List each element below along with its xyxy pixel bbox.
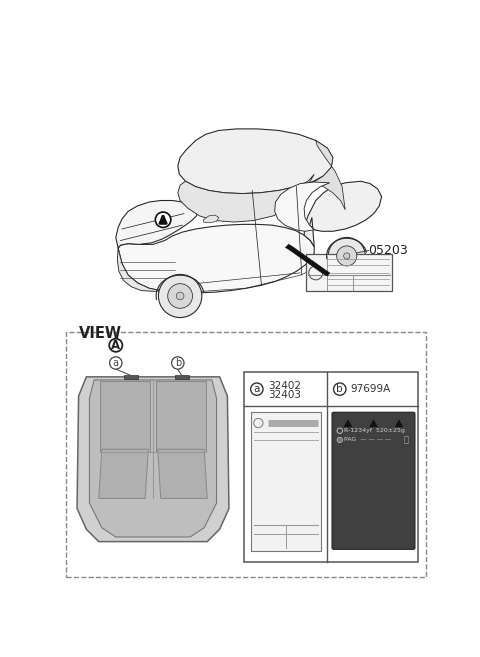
Polygon shape — [314, 141, 345, 210]
Polygon shape — [117, 248, 180, 293]
Circle shape — [328, 237, 365, 275]
Text: 05203: 05203 — [369, 244, 408, 257]
Text: b: b — [336, 384, 343, 394]
Circle shape — [168, 284, 192, 308]
Polygon shape — [370, 420, 377, 427]
Polygon shape — [178, 129, 333, 194]
Bar — [123, 374, 137, 379]
Polygon shape — [118, 225, 314, 293]
Polygon shape — [100, 382, 150, 452]
Circle shape — [176, 292, 184, 300]
Text: R-1234yf  520±25g: R-1234yf 520±25g — [345, 428, 405, 433]
Polygon shape — [157, 449, 207, 499]
Polygon shape — [286, 244, 330, 276]
Circle shape — [336, 246, 357, 266]
Polygon shape — [156, 382, 206, 452]
Polygon shape — [204, 215, 219, 223]
Polygon shape — [178, 174, 314, 222]
Text: A: A — [159, 215, 167, 225]
Circle shape — [334, 383, 346, 396]
Text: A: A — [111, 339, 120, 351]
Circle shape — [109, 339, 122, 351]
Text: VIEW: VIEW — [79, 326, 122, 340]
Circle shape — [158, 275, 202, 317]
Bar — [244, 373, 418, 562]
Text: 32403: 32403 — [268, 390, 300, 400]
Bar — [306, 254, 392, 291]
Text: 97699A: 97699A — [350, 384, 391, 394]
Text: b: b — [175, 358, 181, 368]
Circle shape — [172, 357, 184, 369]
Polygon shape — [77, 377, 229, 541]
Circle shape — [337, 438, 343, 443]
Text: Ⓗ: Ⓗ — [403, 436, 408, 445]
Bar — [251, 412, 321, 551]
Circle shape — [344, 253, 350, 259]
Circle shape — [251, 383, 263, 396]
Circle shape — [109, 357, 122, 369]
Polygon shape — [344, 420, 352, 427]
Circle shape — [156, 212, 171, 227]
Polygon shape — [275, 182, 330, 231]
Polygon shape — [395, 420, 403, 427]
Polygon shape — [304, 181, 382, 246]
Bar — [175, 374, 189, 379]
FancyBboxPatch shape — [332, 412, 415, 549]
Text: 32402: 32402 — [268, 381, 300, 391]
Text: a: a — [253, 384, 260, 394]
Text: PAG  — — — —: PAG — — — — — [345, 438, 392, 442]
Polygon shape — [89, 380, 216, 537]
Text: a: a — [113, 358, 119, 368]
Polygon shape — [116, 200, 198, 248]
Polygon shape — [99, 449, 148, 499]
